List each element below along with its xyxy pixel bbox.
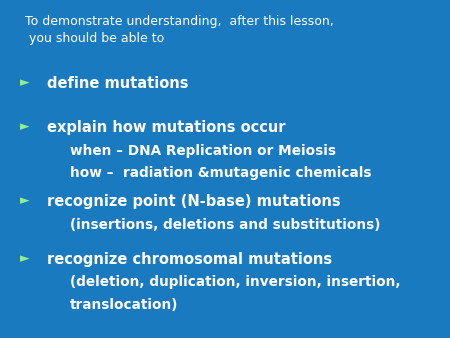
Text: To demonstrate understanding,  after this lesson,: To demonstrate understanding, after this… (25, 15, 333, 28)
Text: translocation): translocation) (70, 298, 178, 312)
Text: ►: ► (20, 252, 30, 265)
Text: ►: ► (20, 120, 30, 133)
Text: recognize chromosomal mutations: recognize chromosomal mutations (47, 252, 333, 267)
Text: ►: ► (20, 194, 30, 207)
Text: ►: ► (20, 76, 30, 89)
Text: define mutations: define mutations (47, 76, 189, 91)
Text: (deletion, duplication, inversion, insertion,: (deletion, duplication, inversion, inser… (70, 275, 400, 289)
Text: you should be able to: you should be able to (25, 32, 164, 45)
Text: explain how mutations occur: explain how mutations occur (47, 120, 286, 135)
Text: when – DNA Replication or Meiosis: when – DNA Replication or Meiosis (70, 144, 336, 158)
Text: recognize point (N-base) mutations: recognize point (N-base) mutations (47, 194, 341, 209)
Text: (insertions, deletions and substitutions): (insertions, deletions and substitutions… (70, 218, 380, 232)
Text: how –  radiation &mutagenic chemicals: how – radiation &mutagenic chemicals (70, 166, 371, 179)
